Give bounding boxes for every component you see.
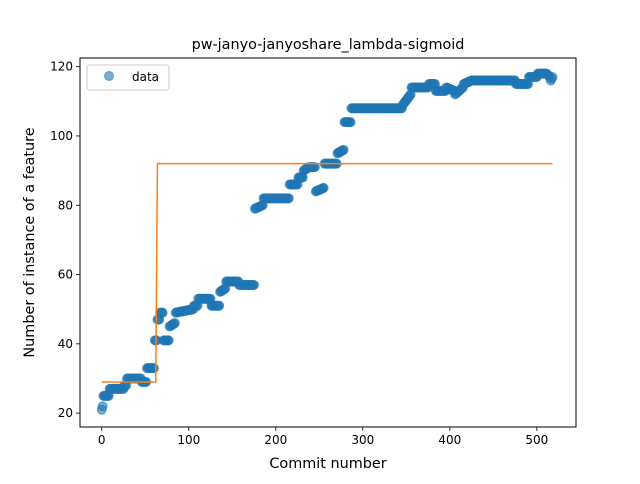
y-tick-label: 60: [58, 268, 73, 282]
x-tick-label: 100: [177, 433, 200, 447]
fit-line: [101, 162, 553, 383]
data-layer: [96, 68, 558, 415]
legend-marker-data: [104, 71, 114, 81]
x-tick-label: 0: [98, 433, 106, 447]
data-point: [318, 182, 329, 193]
data-point: [345, 117, 356, 128]
plot-frame: [79, 57, 577, 428]
x-tick-label: 400: [438, 433, 461, 447]
chart-title: pw-janyo-janyoshare_lambda-sigmoid: [192, 37, 465, 53]
data-point: [163, 335, 174, 346]
y-tick-label: 40: [58, 337, 73, 351]
data-point: [97, 401, 108, 412]
data-point: [338, 144, 349, 155]
x-axis-label: Commit number: [269, 456, 386, 472]
y-tick-label: 20: [58, 406, 73, 420]
x-axis: 0 100 200 300 400 500: [98, 427, 548, 447]
y-tick-label: 120: [50, 60, 73, 74]
data-point: [148, 363, 159, 374]
y-tick-label: 100: [50, 129, 73, 143]
y-axis: 20 40 60 80 100 120: [50, 60, 80, 420]
data-point: [169, 318, 180, 329]
data-point: [249, 279, 260, 290]
data-point: [283, 193, 294, 204]
y-tick-label: 80: [58, 198, 73, 212]
legend-label-data: data: [132, 70, 159, 84]
x-tick-label: 500: [525, 433, 548, 447]
legend: data: [86, 64, 170, 91]
x-tick-label: 300: [351, 433, 374, 447]
x-tick-label: 200: [264, 433, 287, 447]
data-point: [214, 300, 225, 311]
data-point: [157, 307, 168, 318]
y-axis-label: Number of instance of a feature: [22, 127, 38, 357]
data-point: [547, 72, 558, 83]
data-point: [309, 162, 320, 173]
